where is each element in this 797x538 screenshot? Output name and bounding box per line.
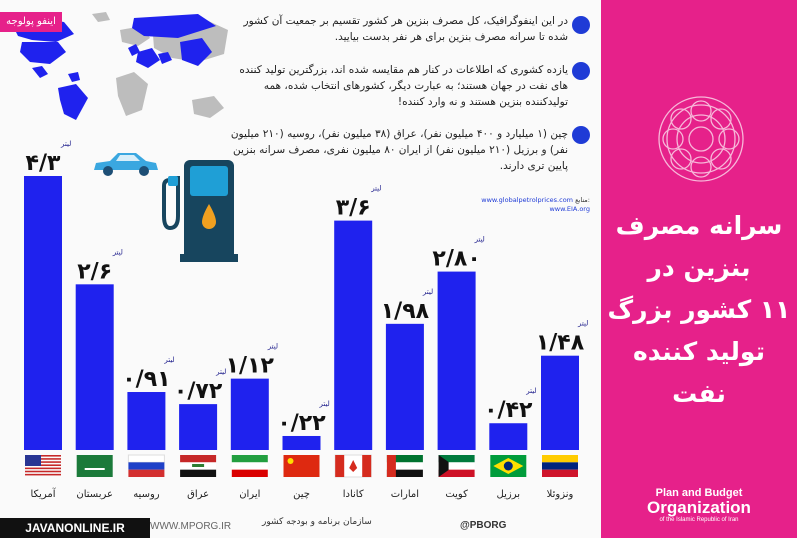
fuel-pump-icon [162,160,238,262]
panel-title: سرانه مصرف بنزین در ۱۱ کشور بزرگ تولید ک… [606,205,792,415]
flag-2 [76,455,113,477]
panel-title-line-1: سرانه مصرف [615,211,783,240]
org-line-1: Plan and Budget [655,487,743,499]
unit-label-4: لیتر [215,368,226,376]
source-1: www.globalpetrolprices.com [481,196,574,204]
flag-7 [334,454,372,478]
flag-9 [438,455,475,477]
bar-1 [24,176,62,450]
panel-title-line-2: بنزین در [647,253,751,282]
bullet-text-2: یازده کشوری که اطلاعات در کنار هم مقایسه… [239,64,568,108]
org-line-3: of the Islamic Republic of Iran [659,517,739,523]
bar-10 [489,423,528,450]
panel-title-line-4: تولید کننده نفت [633,337,765,408]
unit-label-11: لیتر [577,320,588,328]
panel-title-line-3: ۱۱ کشور بزرگ [607,295,791,324]
flag-3 [127,454,165,477]
org-signature: سازمان برنامه و بودجه کشور [262,517,372,527]
unit-label-10: لیتر [525,387,536,395]
bar-2 [75,284,114,450]
org-line-2: Organization [647,498,751,517]
world-map [12,12,228,120]
category-label-3: روسیه [133,489,160,500]
bar-4 [179,404,218,450]
category-label-9: کویت [445,489,468,500]
social-handle: @PBORG [460,520,507,531]
category-label-5: ایران [239,489,260,500]
flag-1 [25,455,61,476]
bar-7 [334,220,373,450]
value-label-10: ۰/۴۲ [484,398,533,423]
category-label-2: عربستان [76,489,113,500]
title-panel [601,0,797,538]
flag-6 [283,455,320,477]
value-label-1: ۴/۳ [26,151,61,176]
source-2: www.EIA.org [549,205,590,213]
bullet-dot-3 [572,126,590,144]
unit-label-5: لیتر [267,343,278,351]
site-watermark: JAVANONLINE.IR [0,518,150,538]
bar-5 [230,378,269,450]
value-label-2: ۲/۶ [77,259,112,284]
unit-label-6: لیتر [319,400,330,408]
unit-label-9: لیتر [474,236,485,244]
value-label-9: ۲/۸۰ [432,247,480,272]
value-label-5: ۱/۱۲ [226,354,275,379]
value-label-11: ۱/۴۸ [536,331,585,356]
flag-4 [180,455,217,477]
category-label-1: آمریکا [30,487,56,500]
flag-8 [386,455,423,477]
category-label-11: ونزوئلا [547,489,574,500]
value-label-6: ۰/۲۲ [277,411,326,436]
category-label-8: امارات [391,489,419,500]
brand-badge: اینفو پولوجه [0,12,62,32]
bar-8 [385,323,424,450]
car-icon [94,153,158,176]
unit-label-2: لیتر [112,248,123,256]
sources-label: منابع: [575,196,590,204]
flag-5 [231,455,268,477]
site-url: WWW.MPORG.IR [150,521,232,532]
category-label-10: برزیل [497,489,521,500]
bullet-text-3: چین (۱ میلیارد و ۴۰۰ میلیون نفر)، عراق (… [230,128,568,172]
value-label-3: ۰/۹۱ [122,367,170,392]
mandala-emblem [658,96,744,182]
unit-label-1: لیتر [60,140,71,148]
category-label-6: چین [293,489,310,500]
value-label-8: ۱/۹۸ [381,299,430,324]
org-block: Plan and Budget Organization of the Isla… [601,487,797,523]
bar-9 [437,271,476,450]
unit-label-7: لیتر [370,185,381,193]
bar-6 [282,435,321,450]
bar-3 [127,392,166,450]
flag-11 [542,455,578,477]
unit-label-8: لیتر [422,288,433,296]
unit-label-3: لیتر [163,356,174,364]
category-label-4: عراق [187,489,209,500]
flag-10 [490,455,527,477]
sources: www.globalpetrolprices.com منابع: www.EI… [430,196,590,214]
bar-11 [541,355,579,450]
value-label-4: ۰/۷۲ [174,379,223,404]
bar-chart: لیتر۴/۳آمریکالیتر۲/۶عربستانلیتر۰/۹۱روسیه… [24,140,588,500]
bullet-text-1: در این اینفوگرافیک، کل مصرف بنزین هر کشو… [243,15,568,43]
category-label-7: کانادا [343,489,364,500]
value-label-7: ۳/۶ [336,196,371,221]
bullet-dot-1 [572,16,590,34]
bullet-dot-2 [572,62,590,80]
